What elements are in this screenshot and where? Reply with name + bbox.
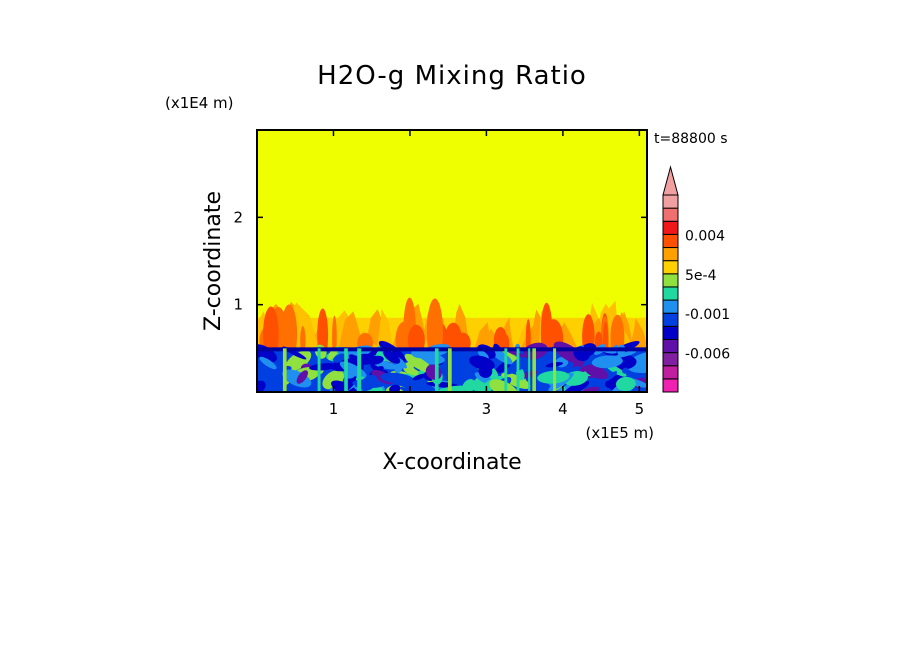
streak bbox=[357, 348, 362, 392]
turbulent-eddy bbox=[333, 353, 346, 363]
colorbar-label: -0.006 bbox=[685, 347, 730, 363]
colorbar-swatch bbox=[662, 273, 679, 288]
colorbar-label: 5e-4 bbox=[685, 268, 717, 284]
colorbar-swatch bbox=[662, 233, 679, 249]
colorbar-swatch bbox=[662, 194, 679, 209]
turbulent-eddy bbox=[501, 372, 531, 389]
plume-tongue bbox=[376, 308, 393, 349]
turbulent-eddy bbox=[584, 364, 609, 380]
streak bbox=[516, 348, 520, 392]
turbulent-eddy bbox=[272, 365, 292, 377]
x-tick-label: 3 bbox=[482, 400, 492, 418]
colorbar-swatch bbox=[662, 378, 679, 393]
plot-frame bbox=[256, 129, 648, 393]
y-tick-label: 1 bbox=[233, 296, 243, 314]
chart-title: H2O-g Mixing Ratio bbox=[317, 61, 587, 91]
colorbar-label: 0.004 bbox=[685, 228, 725, 244]
turbulent-eddy bbox=[282, 369, 312, 388]
colorbar-swatch bbox=[662, 365, 679, 380]
colorbar-swatch bbox=[662, 312, 679, 327]
colorbar-swatch bbox=[662, 247, 679, 262]
colorbar bbox=[662, 165, 679, 393]
streak bbox=[553, 348, 557, 392]
turbulent-eddy bbox=[478, 364, 493, 378]
x-tick-label: 5 bbox=[635, 400, 645, 418]
plume-tongue bbox=[629, 318, 647, 349]
streak bbox=[528, 348, 531, 392]
turbulent-eddy bbox=[506, 364, 527, 375]
plume-tongue bbox=[338, 311, 364, 349]
turbulent-eddy bbox=[602, 371, 618, 383]
contour-field bbox=[257, 130, 647, 392]
turbulent-eddy bbox=[622, 367, 629, 374]
y-axis-label: Z-coordinate bbox=[201, 191, 226, 331]
streak bbox=[282, 348, 287, 392]
time-label: t=88800 s bbox=[654, 131, 728, 147]
turbulent-eddy bbox=[412, 373, 427, 381]
x-axis-label: X-coordinate bbox=[382, 450, 521, 475]
x-axis-ticks: 1 2 3 4 5 bbox=[329, 130, 644, 418]
x-tick-label: 1 bbox=[329, 400, 339, 418]
streak bbox=[532, 348, 536, 392]
y-unit-label: (x1E4 m) bbox=[165, 94, 234, 112]
turbulent-eddy bbox=[378, 340, 407, 362]
colorbar-extend-arrow bbox=[662, 165, 679, 196]
colorbar-swatch bbox=[662, 220, 679, 235]
turbulent-eddy bbox=[615, 376, 636, 392]
colorbar-swatch bbox=[662, 299, 679, 314]
colorbar-swatch bbox=[662, 286, 679, 301]
turbulent-eddy bbox=[380, 372, 414, 384]
streak bbox=[447, 348, 452, 392]
colorbar-labels: 0.004 5e-4 -0.001 -0.006 bbox=[685, 228, 730, 362]
colorbar-label: -0.001 bbox=[685, 307, 730, 323]
streak bbox=[434, 348, 439, 392]
colorbar-swatch bbox=[662, 260, 679, 275]
x-unit-label: (x1E5 m) bbox=[585, 424, 654, 442]
colorbar-swatch bbox=[662, 207, 679, 222]
turbulent-eddy bbox=[383, 350, 401, 364]
colorbar-swatch bbox=[662, 338, 679, 354]
turbulent-eddy bbox=[366, 355, 384, 365]
turbulent-eddy bbox=[489, 379, 519, 392]
turbulent-eddy bbox=[309, 363, 338, 371]
streak bbox=[317, 348, 321, 392]
colorbar-swatch bbox=[662, 325, 679, 340]
x-tick-label: 4 bbox=[558, 400, 568, 418]
turbulent-eddy bbox=[296, 370, 308, 384]
colorbar-swatch bbox=[662, 352, 679, 367]
y-tick-label: 2 bbox=[233, 208, 243, 226]
turbulent-eddy bbox=[591, 355, 623, 369]
y-axis-ticks: 12 bbox=[233, 208, 647, 314]
x-tick-label: 2 bbox=[405, 400, 415, 418]
streak bbox=[344, 348, 348, 392]
inversion-line bbox=[257, 347, 647, 352]
turbulent-eddy bbox=[563, 380, 590, 392]
turbulent-eddy bbox=[553, 341, 583, 364]
turbulent-eddy bbox=[259, 356, 277, 370]
streak bbox=[504, 348, 508, 392]
turbulent-eddy bbox=[404, 353, 433, 373]
turbulent-eddy bbox=[285, 350, 312, 372]
turbulent-eddy bbox=[389, 384, 401, 392]
